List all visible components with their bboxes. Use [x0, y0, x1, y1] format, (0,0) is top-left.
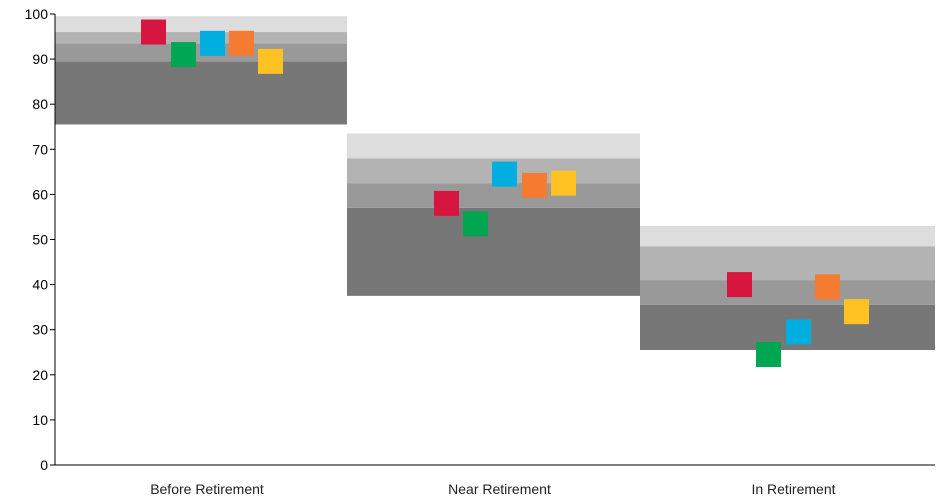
markers-layer	[141, 19, 869, 368]
marker-3-4	[815, 274, 840, 300]
y-tick-label: 80	[32, 96, 48, 112]
y-tick-label: 30	[32, 322, 48, 338]
marker-3-3	[786, 319, 811, 345]
band-3-4	[640, 225, 935, 247]
y-tick-label: 20	[32, 367, 48, 383]
y-ticks: 0 10 20 30 40 50 60 70 80 90 100	[25, 6, 55, 473]
marker-1-5	[258, 48, 283, 74]
x-category-label: Near Retirement	[448, 481, 551, 497]
band-1-4	[55, 16, 347, 33]
band-3-2	[640, 280, 935, 305]
y-tick-label: 60	[32, 186, 48, 202]
x-category-label: In Retirement	[751, 481, 835, 497]
marker-1-1	[141, 19, 166, 45]
y-tick-label: 90	[32, 51, 48, 67]
marker-2-4	[522, 172, 547, 198]
marker-1-2	[171, 42, 196, 68]
band-2-4	[347, 133, 640, 159]
x-category-label: Before Retirement	[150, 481, 264, 497]
band-2-2	[347, 183, 640, 208]
y-tick-label: 50	[32, 232, 48, 248]
marker-3-5	[844, 299, 869, 325]
y-tick-label: 100	[25, 6, 49, 22]
marker-3-2	[756, 342, 781, 368]
y-tick-label: 10	[32, 412, 48, 428]
y-tick-label: 40	[32, 277, 48, 293]
marker-2-3	[492, 161, 517, 187]
marker-2-2	[463, 211, 488, 237]
marker-3-1	[727, 272, 752, 298]
marker-1-3	[200, 30, 225, 56]
marker-2-5	[551, 170, 576, 196]
band-1-1	[55, 61, 347, 125]
marker-1-4	[229, 30, 254, 56]
band-2-1	[347, 207, 640, 296]
x-labels: Before Retirement Near Retirement In Retir…	[150, 481, 835, 497]
y-tick-label: 0	[40, 457, 48, 473]
marker-2-1	[434, 190, 459, 216]
y-tick-label: 70	[32, 141, 48, 157]
band-3-3	[640, 246, 935, 281]
